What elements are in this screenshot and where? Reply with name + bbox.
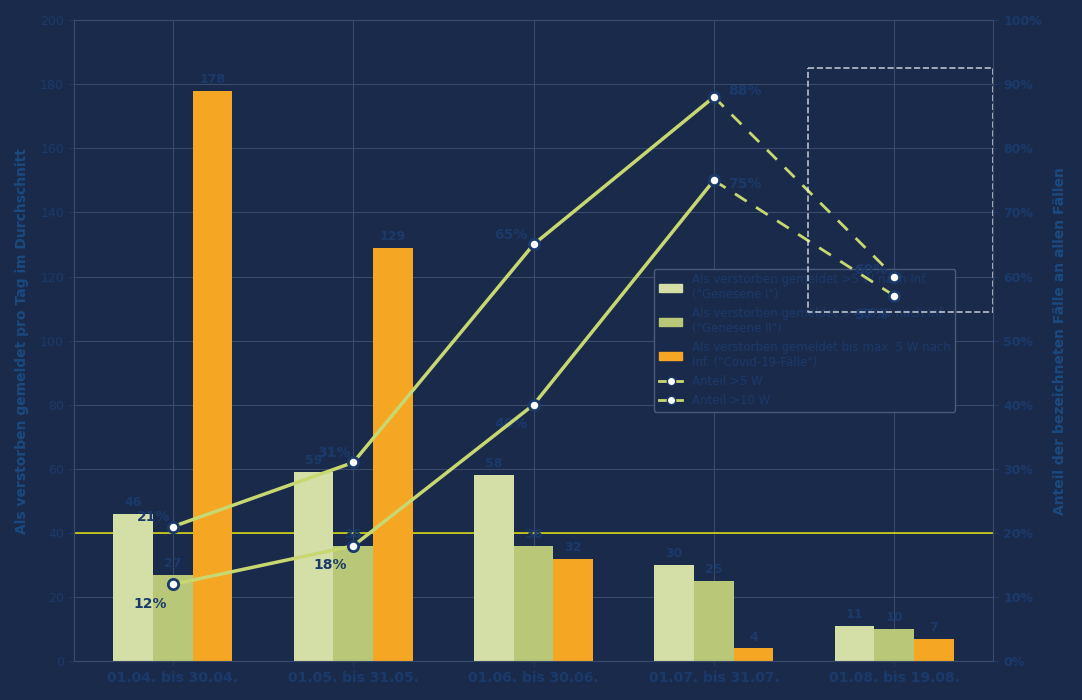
Y-axis label: Anteil der bezeichneten Fälle an allen Fällen: Anteil der bezeichneten Fälle an allen F… <box>1053 167 1067 514</box>
Text: 27: 27 <box>164 557 182 570</box>
Text: 36: 36 <box>344 528 361 541</box>
Point <box>525 239 542 250</box>
Bar <box>193 90 233 661</box>
Text: 31%: 31% <box>317 446 351 460</box>
Bar <box>834 626 874 662</box>
Text: 88%: 88% <box>728 83 762 97</box>
Point <box>344 540 361 552</box>
Point <box>885 290 902 301</box>
Text: 30: 30 <box>665 547 683 560</box>
Bar <box>694 581 734 662</box>
Text: 32: 32 <box>565 541 582 554</box>
Point <box>344 457 361 468</box>
Text: 4: 4 <box>749 631 758 643</box>
Text: 46: 46 <box>124 496 142 509</box>
Bar <box>734 648 774 662</box>
Text: 58: 58 <box>485 458 502 470</box>
Text: 18%: 18% <box>314 558 347 572</box>
Point <box>705 92 723 103</box>
Bar <box>373 248 412 662</box>
Text: 25: 25 <box>705 564 723 576</box>
Text: 57%: 57% <box>855 308 888 322</box>
Y-axis label: Als verstorben gemeldet pro Tag im Durchschnitt: Als verstorben gemeldet pro Tag im Durch… <box>15 148 29 533</box>
Bar <box>514 546 553 662</box>
Bar <box>153 575 193 661</box>
Text: 60%: 60% <box>855 263 888 277</box>
Point <box>164 579 182 590</box>
Bar <box>914 639 953 662</box>
Text: 40%: 40% <box>493 417 527 431</box>
Bar <box>293 472 333 662</box>
Point <box>164 521 182 532</box>
Point <box>525 399 542 410</box>
Text: 129: 129 <box>380 230 406 243</box>
Bar <box>553 559 593 662</box>
Text: 10: 10 <box>885 611 903 624</box>
Text: 11: 11 <box>846 608 863 621</box>
Text: 7: 7 <box>929 621 938 634</box>
Point <box>705 175 723 186</box>
Text: 12%: 12% <box>133 596 167 610</box>
Text: 59: 59 <box>305 454 322 468</box>
Legend: Als verstorben gemeldet >5 W nach Inf.
("Genesene I"), Als verstorben gemeldet >: Als verstorben gemeldet >5 W nach Inf. (… <box>655 269 955 412</box>
Text: 36: 36 <box>525 528 542 541</box>
Text: 178: 178 <box>199 73 226 85</box>
Bar <box>655 565 694 662</box>
Point <box>885 271 902 282</box>
Text: 75%: 75% <box>728 176 762 190</box>
Text: 65%: 65% <box>493 228 527 241</box>
Bar <box>874 629 914 662</box>
Bar <box>114 514 153 662</box>
Bar <box>333 546 373 662</box>
Text: 21%: 21% <box>136 510 170 524</box>
Bar <box>474 475 514 662</box>
